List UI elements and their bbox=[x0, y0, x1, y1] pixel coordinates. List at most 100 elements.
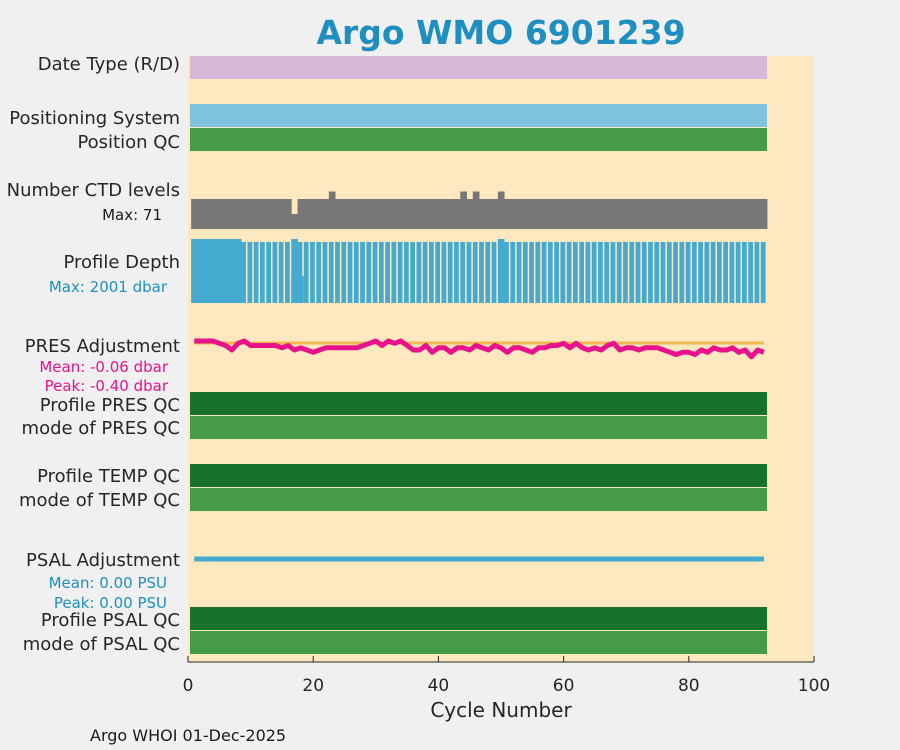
label-psal-adjustment: PSAL Adjustment bbox=[26, 550, 180, 571]
profile-depth-bar bbox=[648, 242, 653, 303]
ctd-levels-bar bbox=[278, 199, 286, 229]
ctd-levels-bar bbox=[403, 199, 411, 229]
ctd-levels-bar bbox=[222, 199, 230, 229]
profile-depth-bar bbox=[635, 242, 641, 303]
ctd-levels-bar bbox=[504, 199, 511, 229]
ctd-levels-bar bbox=[322, 199, 330, 229]
ctd-levels-bar bbox=[760, 199, 768, 229]
ctd-levels-bar bbox=[723, 199, 730, 229]
ctd-levels-bar bbox=[485, 199, 493, 229]
ctd-levels-bar bbox=[748, 199, 755, 229]
ctd-levels-bar bbox=[347, 199, 355, 229]
ctd-levels-bar bbox=[203, 199, 211, 229]
profile-depth-max-bar bbox=[291, 276, 304, 303]
ctd-levels-bar bbox=[704, 199, 712, 229]
profile-depth-bar bbox=[391, 242, 397, 303]
ctd-levels-bar bbox=[742, 199, 749, 229]
profile-depth-bar bbox=[403, 242, 409, 303]
profile-depth-bar bbox=[585, 242, 591, 303]
profile-depth-bar bbox=[191, 239, 198, 303]
profile-depth-bar bbox=[623, 242, 628, 303]
ctd-levels-bar bbox=[547, 199, 555, 229]
profile-depth-bar bbox=[616, 242, 622, 303]
ctd-levels-bar bbox=[535, 199, 543, 229]
profile-depth-bar bbox=[522, 242, 528, 303]
ctd-levels-bar bbox=[610, 199, 618, 229]
profile-depth-bar bbox=[554, 242, 559, 303]
ctd-levels-bar bbox=[454, 199, 461, 229]
ctd-levels-bar bbox=[360, 199, 367, 229]
footer-credit: Argo WHOI 01-Dec-2025 bbox=[90, 726, 286, 745]
profile-depth-bar bbox=[372, 242, 378, 303]
profile-depth-bar bbox=[610, 242, 616, 303]
profile-depth-bar bbox=[560, 242, 566, 303]
label-profile-temp-qc: Profile TEMP QC bbox=[37, 466, 180, 487]
ctd-levels-bar bbox=[472, 191, 480, 229]
psal-adjustment-peak: Peak: 0.00 PSU bbox=[54, 594, 167, 612]
ctd-levels-bar bbox=[291, 214, 298, 229]
ctd-levels-bar bbox=[366, 199, 374, 229]
profile-depth-bar bbox=[529, 242, 534, 303]
ctd-levels-bar bbox=[648, 199, 655, 229]
profile-depth-bar bbox=[598, 242, 603, 303]
profile-depth-bar bbox=[760, 242, 766, 303]
pres-adjustment-line bbox=[194, 338, 765, 360]
profile-depth-bar bbox=[660, 242, 666, 303]
ctd-levels-bar bbox=[629, 199, 636, 229]
ctd-levels-bar bbox=[641, 199, 649, 229]
psal-adjustment-mean: Mean: 0.00 PSU bbox=[49, 574, 167, 592]
profile-depth-bar bbox=[497, 239, 505, 303]
ctd-levels-bar bbox=[616, 199, 624, 229]
profile-depth-bar bbox=[234, 239, 242, 303]
ctd-levels-bar bbox=[541, 199, 549, 229]
ctd-levels-bar bbox=[698, 199, 705, 229]
profile-depth-bar bbox=[716, 242, 722, 303]
ctd-levels-bar bbox=[510, 199, 518, 229]
ctd-levels-bar bbox=[297, 199, 305, 229]
ctd-levels-bar bbox=[416, 199, 424, 229]
profile-depth-bar bbox=[729, 242, 735, 303]
ctd-levels-bar bbox=[216, 199, 223, 229]
profile-depth-bar bbox=[435, 242, 441, 303]
ctd-levels-bar bbox=[272, 199, 280, 229]
mode-temp-qc-bar bbox=[190, 488, 768, 511]
pres-adjustment-peak: Peak: -0.40 dbar bbox=[45, 377, 169, 395]
ctd-levels-bar bbox=[691, 199, 699, 229]
profile-depth-bar bbox=[416, 242, 422, 303]
profile-depth-bar bbox=[216, 239, 223, 303]
label-positioning-system: Positioning System bbox=[9, 108, 180, 129]
ctd-levels-bar bbox=[353, 199, 361, 229]
profile-depth-bar bbox=[654, 242, 660, 303]
ctd-levels-bar bbox=[623, 199, 630, 229]
ctd-levels-bar bbox=[522, 199, 530, 229]
mode-psal-qc-bar bbox=[190, 631, 768, 654]
ctd-levels-bar bbox=[429, 199, 436, 229]
profile-depth-bar bbox=[316, 242, 322, 303]
ctd-levels-bar bbox=[385, 199, 392, 229]
chart-title: Argo WMO 6901239 bbox=[316, 13, 685, 52]
profile-depth-bar bbox=[360, 242, 365, 303]
profile-depth-bar bbox=[353, 242, 359, 303]
profile-depth-bar bbox=[429, 242, 434, 303]
x-axis-label: Cycle Number bbox=[430, 698, 572, 722]
x-tick-label: 60 bbox=[553, 676, 575, 696]
ctd-levels-bar bbox=[491, 199, 499, 229]
profile-depth-bar bbox=[366, 242, 372, 303]
ctd-levels-max: Max: 71 bbox=[102, 206, 162, 224]
x-tick-label: 40 bbox=[428, 676, 450, 696]
profile-psal-qc-bar bbox=[190, 607, 768, 630]
ctd-levels-bar bbox=[566, 199, 574, 229]
profile-depth-bar bbox=[742, 242, 747, 303]
profile-depth-bar bbox=[673, 242, 678, 303]
ctd-levels-bar bbox=[685, 199, 693, 229]
label-pres-adjustment: PRES Adjustment bbox=[25, 336, 180, 357]
ctd-levels-bar bbox=[735, 199, 743, 229]
ctd-levels-bar bbox=[391, 199, 399, 229]
ctd-levels-bar bbox=[335, 199, 342, 229]
profile-depth-bar bbox=[754, 242, 760, 303]
ctd-levels-bar bbox=[598, 199, 605, 229]
profile-depth-bar bbox=[604, 242, 610, 303]
ctd-levels-bar bbox=[303, 199, 311, 229]
profile-depth-bar bbox=[303, 242, 309, 303]
